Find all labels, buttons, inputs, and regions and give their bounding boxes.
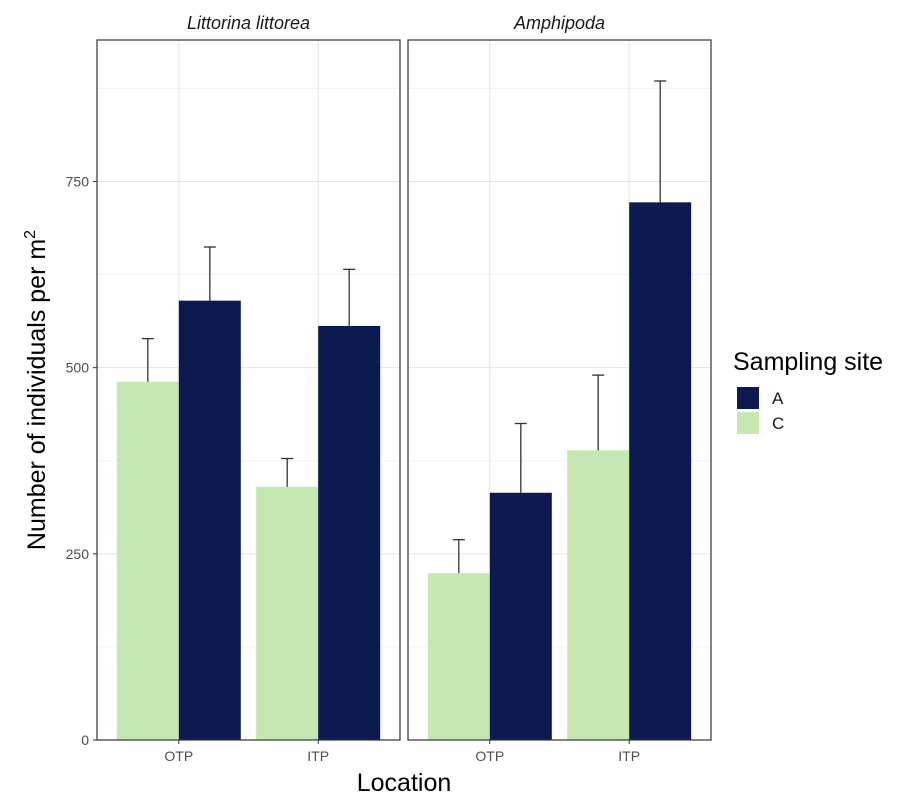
bar-C-ITP [256,486,319,740]
facet-panels: OTP ITP Littorina littorea OTP ITP Amphipoda [96,13,712,764]
bar-A-OTP [178,300,241,740]
facet-0: OTP ITP Littorina littorea [96,13,401,764]
bar-A-OTP [489,492,552,740]
facet-strip-label: Amphipoda [513,13,605,33]
x-axis-title: Location [357,769,452,796]
y-tick-label: 0 [81,732,89,748]
panel-border [407,39,712,741]
x-tick-label: ITP [307,748,329,764]
legend: Sampling site AC [733,348,883,434]
bar-A-ITP [629,202,692,740]
panel-border [96,39,401,741]
facet-1: OTP ITP Amphipoda [407,13,712,764]
bar-C-ITP [567,450,630,740]
y-axis-title-text: Number of individuals per m [23,239,51,550]
legend-key-C [737,412,759,434]
y-axis: 0 250 500 750 [66,173,97,748]
y-tick-label: 750 [66,173,90,189]
bar-A-ITP [318,325,381,740]
x-tick-label: OTP [475,748,504,764]
bar-C-OTP [116,381,179,740]
bar-C-OTP [427,573,490,740]
legend-title: Sampling site [733,348,883,376]
legend-label-C: C [772,414,784,433]
y-tick-label: 250 [66,546,90,562]
y-tick-label: 500 [66,360,90,376]
x-tick-label: ITP [618,748,640,764]
x-tick-label: OTP [164,748,193,764]
facet-strip-label: Littorina littorea [187,13,310,33]
y-axis-title: Number of individuals per m2 [22,230,51,550]
legend-label-A: A [772,389,784,408]
legend-key-A [737,387,759,409]
y-axis-title-superscript: 2 [22,230,39,239]
